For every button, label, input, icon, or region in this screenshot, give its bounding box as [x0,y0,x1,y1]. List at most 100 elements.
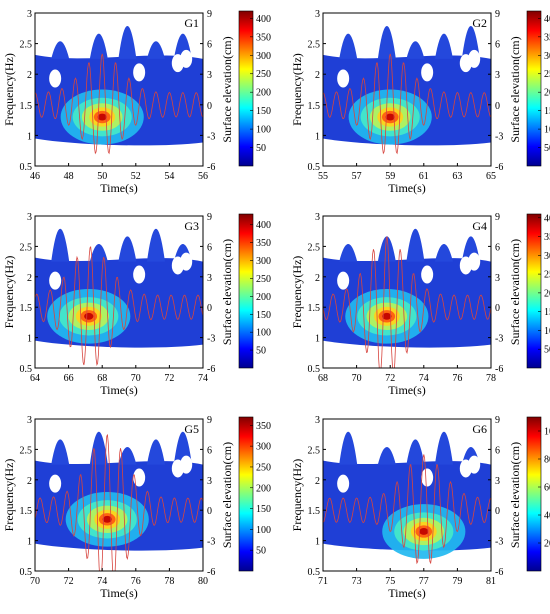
energy-spike [377,447,396,465]
plot-area [323,25,491,155]
y2-tick-label: 3 [207,476,212,487]
plot-area [35,25,203,155]
y-tick-label: 1 [315,131,320,142]
y2-tick-label: 0 [207,303,212,314]
y2-tick-label: 9 [207,9,212,20]
energy-gap [49,271,62,290]
colorbar-tick-label: 100 [544,326,550,337]
colorbar-tick-label: 50 [544,345,550,356]
plot-frame [34,12,204,167]
y-tick-label: 3 [315,212,320,223]
colorbar-tick-label: 100 [256,328,271,339]
y2-tick-label: 3 [207,70,212,81]
x-axis-label: Time(s) [100,383,138,397]
energy-spike [118,447,137,465]
energy-spike [339,431,358,465]
y-tick-label: 1.5 [20,303,33,314]
colorbar-tick-label: 300 [544,51,550,62]
y-axis-label: Frequency(Hz) [2,256,16,329]
y-axis-label: Frequency(Hz) [290,256,304,329]
colorbar-tick-label: 100 [256,525,271,536]
y-tick-label: 0.5 [20,162,33,173]
colorbar [238,416,254,572]
x-axis-label: Time(s) [100,586,138,600]
x-tick-label: 65 [486,171,496,182]
energy-spike [51,41,70,59]
x-tick-label: 46 [30,171,40,182]
plot-frame [322,215,492,369]
x-tick-label: 75 [385,576,395,587]
energy-contour [382,312,392,320]
y-tick-label: 2 [27,273,32,284]
colorbar-tick-label: 400 [256,220,271,231]
colorbar-tick-label: 100 [544,125,550,136]
x-tick-label: 74 [419,373,429,384]
x-tick-label: 81 [486,576,496,587]
plot-area [35,228,203,367]
x-tick-label: 72 [64,576,74,587]
x-tick-label: 70 [131,373,141,384]
y2-axis-label: Surface elevation(cm) [220,239,234,345]
y-tick-label: 2 [27,476,32,487]
colorbar-tick-label: 80 [544,455,550,466]
colorbar [238,10,254,167]
energy-spike [434,244,453,262]
x-axis-label: Time(s) [388,181,426,195]
energy-gap [133,265,146,284]
colorbar-tick-label: 250 [256,462,271,473]
y2-tick-label: 6 [495,445,500,456]
y2-tick-label: -3 [495,334,503,345]
colorbar-tick-label: 300 [256,256,271,267]
colorbar-tick-label: 150 [256,504,271,515]
energy-contour [102,515,112,523]
colorbar-tick-label: 350 [256,32,271,43]
y-axis-label: Frequency(Hz) [290,53,304,126]
y2-tick-label: 6 [495,40,500,51]
x-tick-label: 61 [419,171,429,182]
colorbar-tick-label: 50 [256,143,266,154]
energy-contour [84,312,94,320]
surface-elevation-line [35,246,203,367]
x-tick-label: 78 [164,576,174,587]
y2-axis-label: Surface elevation(cm) [220,36,234,142]
colorbar-tick-label: 200 [256,88,271,99]
y2-tick-label: 9 [207,415,212,426]
colorbar-tick-label: 150 [256,106,271,117]
y2-tick-label: 6 [207,40,212,51]
x-tick-label: 73 [352,576,362,587]
y-tick-label: 2.5 [20,40,33,51]
y2-tick-label: 0 [495,101,500,112]
x-tick-label: 63 [452,171,462,182]
y2-tick-label: 9 [495,9,500,20]
panel-g1: 0.5 1 1.5 2 2.5 3 46 48 50 52 54 56-6 -3 0 3 6 9 Time(s) F… [2,9,271,195]
x-tick-label: 54 [164,171,174,182]
y-tick-label: 2.5 [308,242,321,253]
x-tick-label: 57 [352,171,362,182]
x-axis-label: Time(s) [388,383,426,397]
energy-spike [377,25,396,59]
colorbar-tick-label: 300 [544,251,550,262]
x-tick-label: 71 [318,576,328,587]
x-tick-label: 76 [131,576,141,587]
y2-tick-label: 3 [495,273,500,284]
y-tick-label: 2.5 [20,445,33,456]
colorbar-tick-label: 250 [544,270,550,281]
y2-tick-label: 0 [495,506,500,517]
colorbar-tick-label: 300 [256,442,271,453]
y2-tick-label: 0 [207,101,212,112]
colorbar-tick-label: 60 [544,483,550,494]
energy-spike [434,431,453,465]
y-tick-label: 3 [27,9,32,20]
energy-spike [406,439,425,465]
y2-tick-label: -3 [495,537,503,548]
y2-tick-label: 6 [207,242,212,253]
y2-axis-label: Surface elevation(cm) [508,239,522,345]
colorbar-tick-label: 200 [544,288,550,299]
x-tick-label: 72 [385,373,395,384]
energy-spike [434,33,453,59]
colorbar-tick-label: 250 [544,69,550,80]
panel-g5: 0.5 1 1.5 2 2.5 3 70 72 74 76 78 80-6 -3 0 3 6 9 Time(s) F… [2,415,271,600]
x-tick-label: 48 [64,171,74,182]
colorbar-tick-label: 20 [544,539,550,550]
